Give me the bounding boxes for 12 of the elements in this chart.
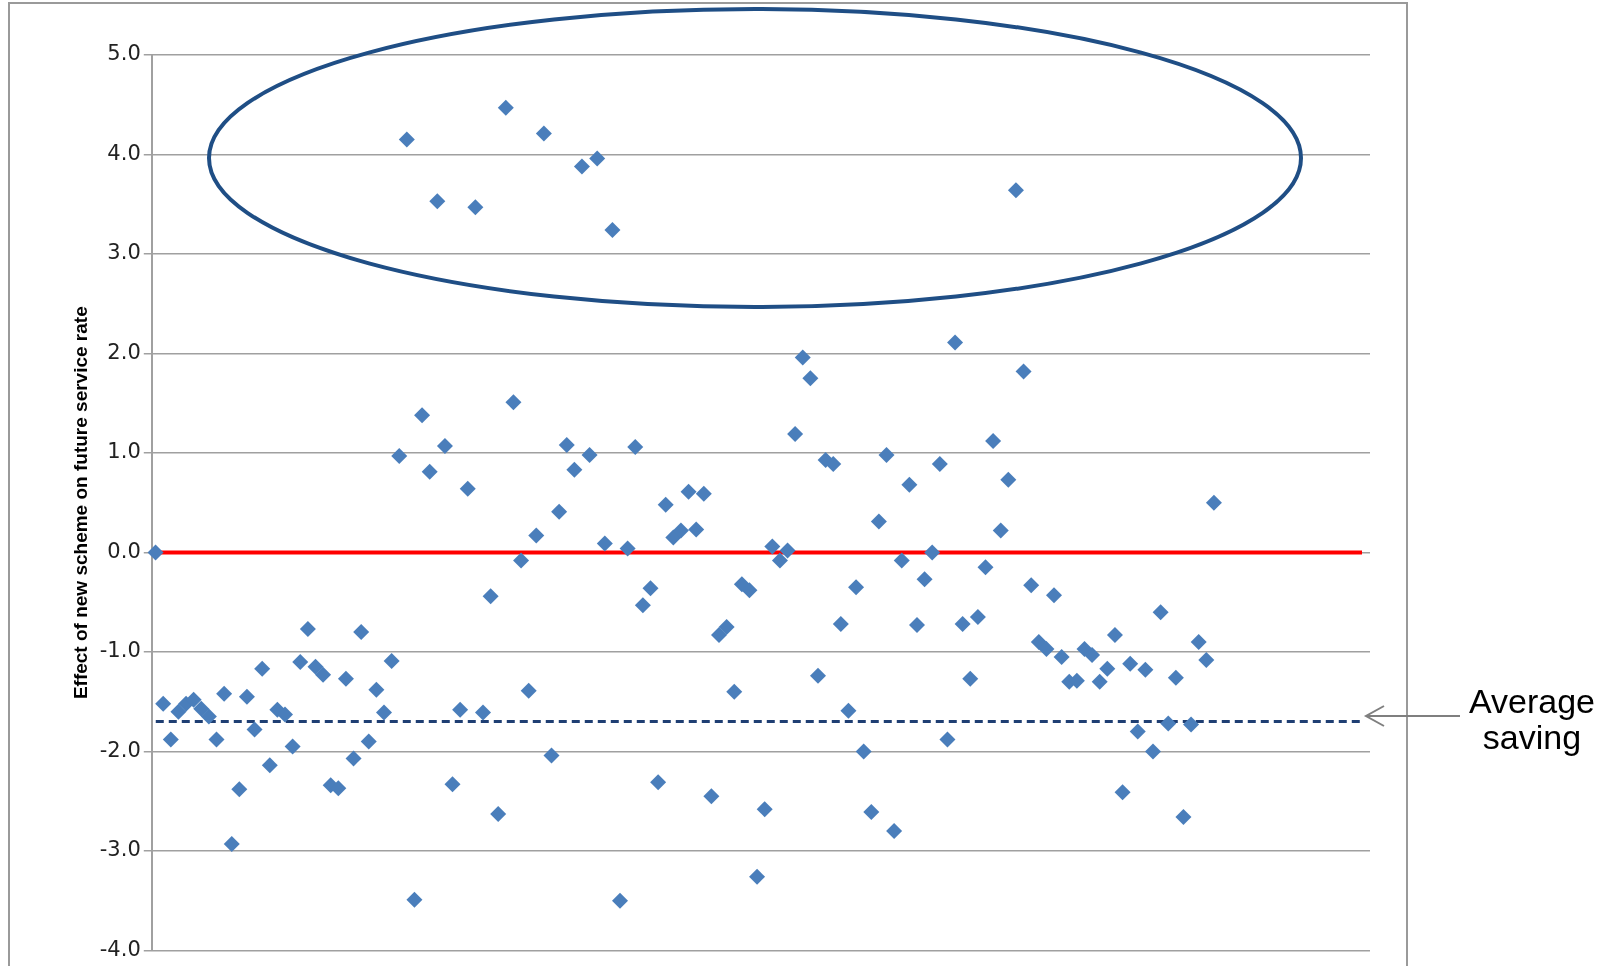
ref-line-label: Average saving [1468,681,1596,756]
y-tick-label: 5.0 [107,41,141,66]
y-tick-label: 2.0 [107,339,141,364]
y-axis-title: Effect of new scheme on future service rate [69,306,91,700]
y-tick-label: -1.0 [99,638,141,663]
y-tick-label: 4.0 [107,140,141,165]
y-tick-label: -2.0 [99,737,141,762]
y-tick-label: -3.0 [99,837,141,862]
y-tick-label: -4.0 [99,936,141,961]
y-tick-label: 3.0 [107,240,141,265]
y-tick-label: 1.0 [107,439,141,464]
y-tick-label: 0.0 [107,538,141,563]
